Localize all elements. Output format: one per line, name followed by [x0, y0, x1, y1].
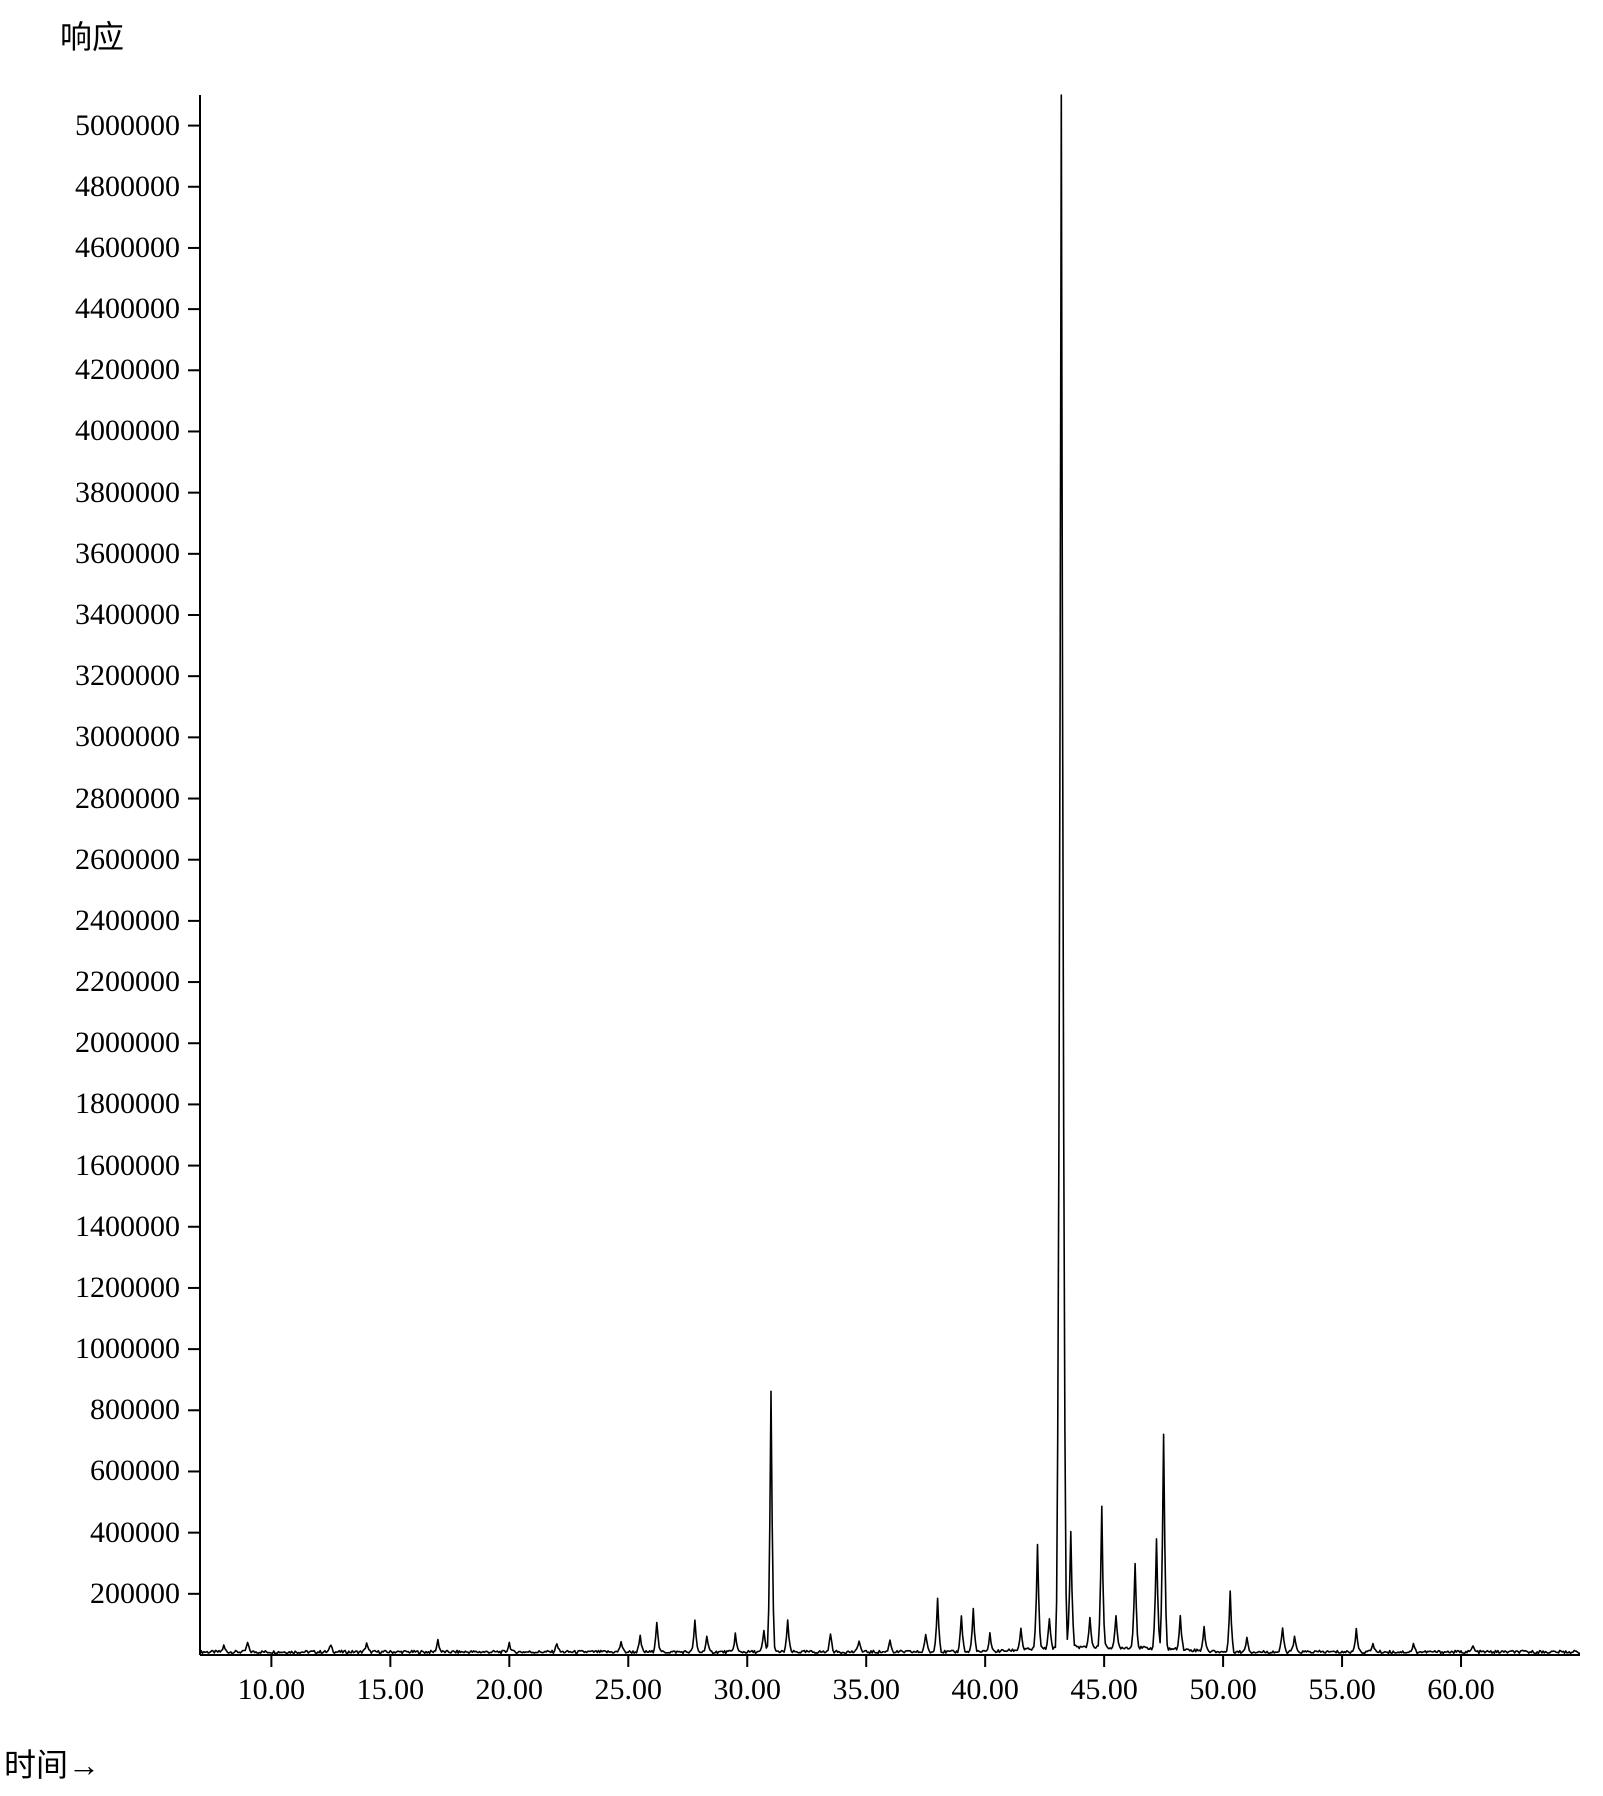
- chromatogram-trace: [200, 95, 1580, 1653]
- page-root: { "chart": { "type": "line", "ylabel_out…: [0, 0, 1603, 1796]
- chromatogram-plot: [0, 0, 1603, 1796]
